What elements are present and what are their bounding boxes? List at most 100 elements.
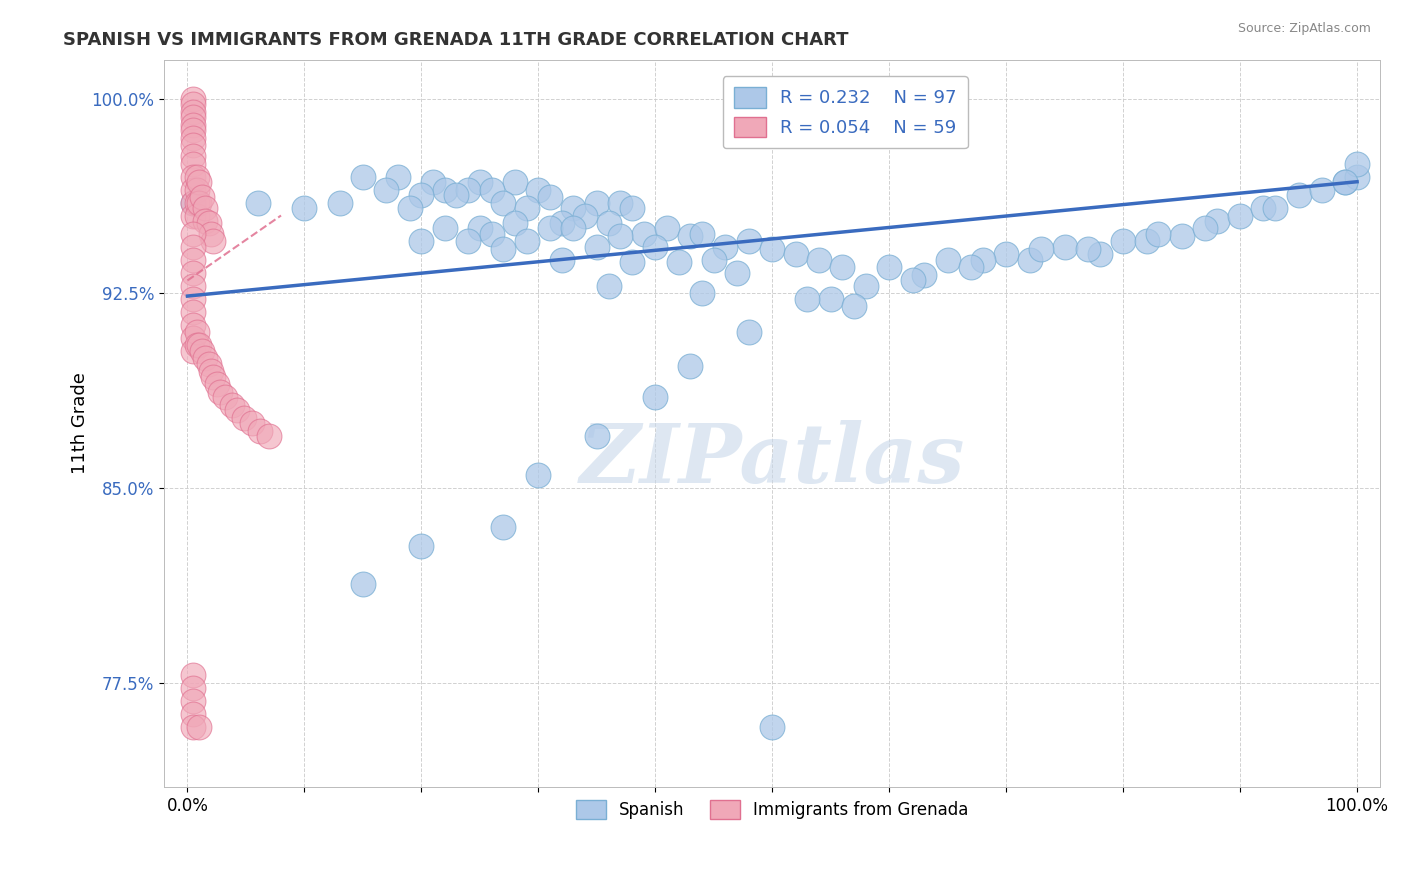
Point bbox=[181, 104, 204, 119]
Point bbox=[202, 369, 225, 384]
Point bbox=[562, 221, 585, 235]
Point bbox=[232, 411, 254, 425]
Point bbox=[481, 182, 503, 196]
Point bbox=[1334, 175, 1357, 189]
Point bbox=[808, 252, 831, 267]
Point bbox=[1031, 242, 1053, 256]
Legend: Spanish, Immigrants from Grenada: Spanish, Immigrants from Grenada bbox=[569, 794, 976, 826]
Point bbox=[181, 195, 204, 210]
Point bbox=[181, 694, 204, 708]
Point bbox=[181, 227, 204, 241]
Point bbox=[912, 268, 935, 283]
Point bbox=[481, 227, 503, 241]
Point bbox=[1346, 156, 1368, 170]
Point bbox=[433, 221, 456, 235]
Point bbox=[960, 260, 983, 275]
Point bbox=[328, 195, 350, 210]
Point bbox=[492, 195, 515, 210]
Point bbox=[761, 242, 783, 256]
Point bbox=[842, 300, 865, 314]
Point bbox=[855, 278, 877, 293]
Text: SPANISH VS IMMIGRANTS FROM GRENADA 11TH GRADE CORRELATION CHART: SPANISH VS IMMIGRANTS FROM GRENADA 11TH … bbox=[63, 31, 849, 49]
Point bbox=[820, 292, 842, 306]
Point bbox=[387, 169, 409, 184]
Point bbox=[585, 429, 607, 443]
Point bbox=[181, 292, 204, 306]
Point bbox=[181, 331, 204, 345]
Point bbox=[188, 338, 211, 352]
Point bbox=[492, 520, 515, 534]
Point bbox=[725, 266, 748, 280]
Point bbox=[181, 278, 204, 293]
Point bbox=[1088, 247, 1111, 261]
Point bbox=[620, 201, 643, 215]
Point bbox=[503, 175, 526, 189]
Point bbox=[690, 227, 713, 241]
Point bbox=[249, 424, 271, 438]
Point bbox=[1334, 175, 1357, 189]
Point bbox=[181, 195, 204, 210]
Point bbox=[200, 227, 222, 241]
Point bbox=[738, 235, 761, 249]
Point bbox=[1346, 169, 1368, 184]
Point bbox=[411, 187, 433, 202]
Point bbox=[1253, 201, 1275, 215]
Point bbox=[181, 318, 204, 332]
Point bbox=[527, 468, 550, 483]
Point bbox=[186, 209, 208, 223]
Point bbox=[1018, 252, 1040, 267]
Point bbox=[468, 221, 491, 235]
Point bbox=[714, 240, 737, 254]
Point bbox=[901, 273, 924, 287]
Point bbox=[995, 247, 1018, 261]
Point bbox=[181, 149, 204, 163]
Text: Source: ZipAtlas.com: Source: ZipAtlas.com bbox=[1237, 22, 1371, 36]
Point bbox=[214, 391, 236, 405]
Point bbox=[194, 201, 217, 215]
Point bbox=[972, 252, 994, 267]
Point bbox=[186, 326, 208, 340]
Point bbox=[633, 227, 655, 241]
Point bbox=[551, 252, 574, 267]
Point bbox=[194, 351, 217, 366]
Point bbox=[516, 201, 538, 215]
Point bbox=[668, 255, 690, 269]
Point bbox=[644, 391, 666, 405]
Point bbox=[574, 209, 596, 223]
Point bbox=[831, 260, 853, 275]
Point bbox=[492, 242, 515, 256]
Point bbox=[598, 216, 620, 230]
Point bbox=[761, 720, 783, 734]
Point bbox=[375, 182, 398, 196]
Point bbox=[181, 130, 204, 145]
Point bbox=[294, 201, 316, 215]
Point bbox=[181, 169, 204, 184]
Point bbox=[186, 169, 208, 184]
Point bbox=[703, 252, 725, 267]
Point bbox=[877, 260, 900, 275]
Point bbox=[181, 668, 204, 682]
Point bbox=[186, 182, 208, 196]
Point bbox=[503, 216, 526, 230]
Point bbox=[181, 92, 204, 106]
Point bbox=[181, 96, 204, 111]
Point bbox=[516, 235, 538, 249]
Point bbox=[609, 195, 631, 210]
Point bbox=[398, 201, 420, 215]
Point bbox=[1077, 242, 1099, 256]
Point bbox=[181, 122, 204, 136]
Point bbox=[209, 385, 232, 400]
Point bbox=[190, 343, 212, 358]
Point bbox=[221, 398, 243, 412]
Point bbox=[411, 539, 433, 553]
Point bbox=[936, 252, 959, 267]
Point bbox=[190, 190, 212, 204]
Point bbox=[181, 720, 204, 734]
Point bbox=[181, 266, 204, 280]
Point bbox=[551, 216, 574, 230]
Point bbox=[205, 377, 228, 392]
Point bbox=[1310, 182, 1333, 196]
Point bbox=[202, 235, 225, 249]
Point bbox=[457, 182, 479, 196]
Point bbox=[181, 156, 204, 170]
